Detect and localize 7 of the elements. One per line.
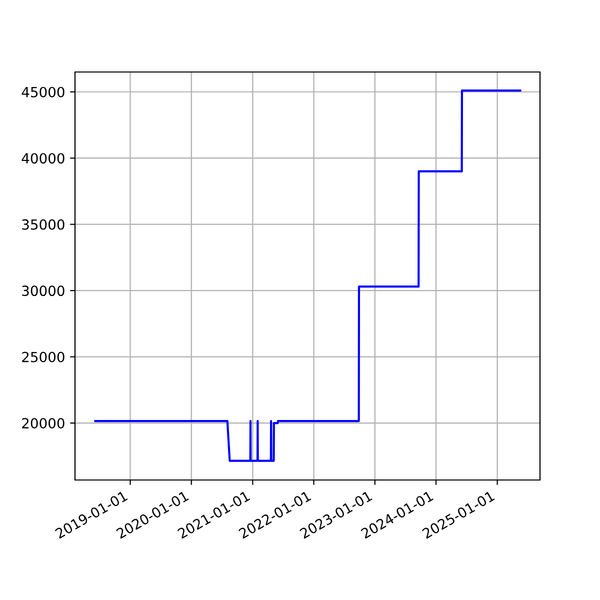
- y-tick-label: 40000: [22, 153, 64, 164]
- y-tick-label: 45000: [22, 86, 64, 98]
- y-tick-label: 20000: [22, 418, 64, 429]
- y-tick-label: 35000: [22, 219, 64, 230]
- y-tick-label: 25000: [22, 352, 64, 362]
- y-tick-label: 30000: [22, 286, 64, 296]
- line-series: [94, 90, 522, 462]
